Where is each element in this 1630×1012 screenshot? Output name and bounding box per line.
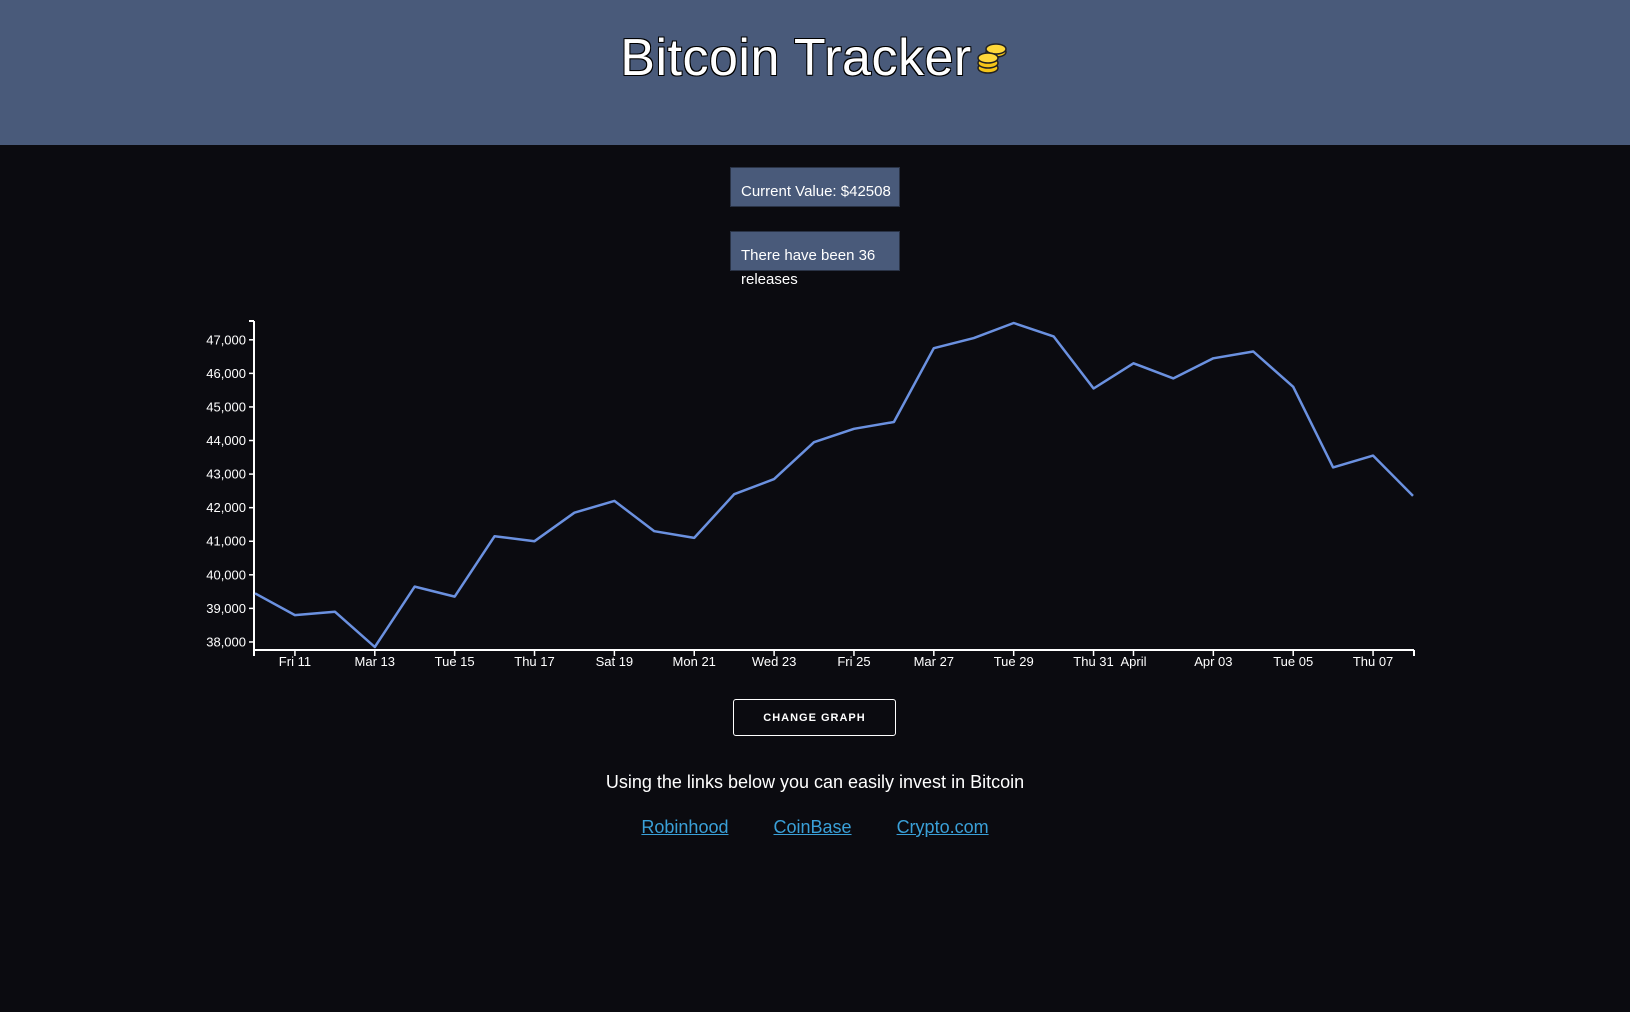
x-tick-label: Thu 17 (514, 654, 554, 669)
y-tick-label: 40,000 (206, 567, 246, 582)
y-tick-label: 46,000 (206, 366, 246, 381)
y-tick-label: 41,000 (206, 534, 246, 549)
x-tick-label: Apr 03 (1194, 654, 1232, 669)
x-tick-label: Wed 23 (752, 654, 797, 669)
releases-box: There have been 36 releases (730, 231, 900, 288)
header-bar: Bitcoin Tracker (0, 0, 1630, 145)
price-chart-svg: 38,000 39,000 40,000 41,000 42,000 43,000 44,0… (206, 320, 1415, 669)
coins-icon (974, 28, 1010, 88)
y-tick-label: 45,000 (206, 399, 246, 414)
releases-text: There have been 36 releases (741, 247, 876, 288)
y-tick-label: 43,000 (206, 467, 246, 482)
change-graph-button[interactable]: CHANGE GRAPH (733, 699, 896, 736)
x-tick-label: Tue 15 (435, 654, 475, 669)
y-tick-label: 39,000 (206, 601, 246, 616)
y-tick-label: 38,000 (206, 634, 246, 649)
x-tick-label: Fri 25 (837, 654, 870, 669)
x-tick-label: Sat 19 (596, 654, 634, 669)
price-chart: 38,000 39,000 40,000 41,000 42,000 43,000 44,0… (0, 300, 1630, 680)
x-tick-label: Tue 05 (1273, 654, 1313, 669)
page-title: Bitcoin Tracker (0, 28, 1630, 88)
y-tick-label: 44,000 (206, 433, 246, 448)
y-tick-label: 47,000 (206, 332, 246, 347)
x-tick-label: Thu 31 (1073, 654, 1113, 669)
current-value-text: Current Value: $42508 (741, 183, 891, 200)
coinbase-link[interactable]: CoinBase (773, 817, 852, 837)
x-tick-label: Tue 29 (994, 654, 1034, 669)
x-tick-label: Mon 21 (673, 654, 716, 669)
invest-links: Robinhood CoinBase Crypto.com (0, 817, 1630, 838)
x-tick-label: April (1120, 654, 1146, 669)
robinhood-link[interactable]: Robinhood (641, 817, 729, 837)
x-tick-label: Mar 27 (914, 654, 954, 669)
y-tick-label: 42,000 (206, 500, 246, 515)
page-title-text: Bitcoin Tracker (620, 29, 972, 87)
invest-text: Using the links below you can easily inv… (605, 772, 1025, 792)
current-value-box: Current Value: $42508 (730, 167, 900, 207)
crypto-com-link[interactable]: Crypto.com (896, 817, 989, 837)
x-tick-label: Thu 07 (1353, 654, 1393, 669)
price-series-line (254, 321, 1414, 649)
x-tick-label: Mar 13 (355, 654, 395, 669)
x-tick-label: Fri 11 (279, 654, 311, 669)
